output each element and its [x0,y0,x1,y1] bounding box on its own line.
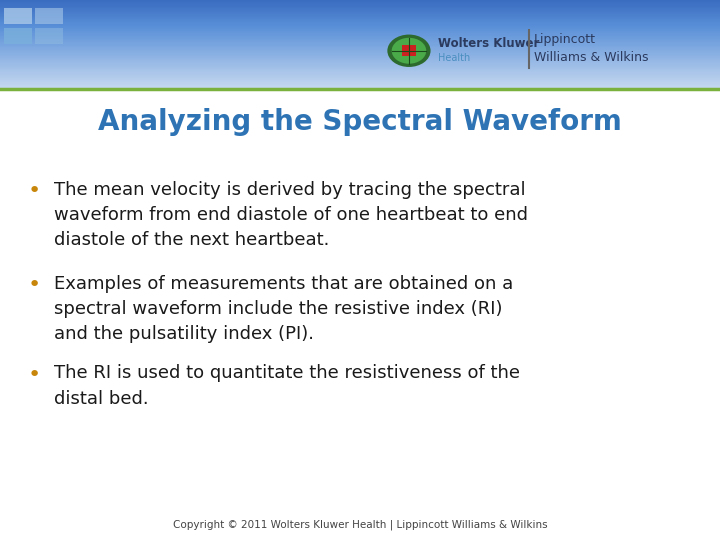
Bar [0,57,720,58]
Bar [0,16,720,17]
Bar [0,48,720,49]
Bar [0,10,720,11]
Bar [0,20,720,21]
Bar [0,43,720,45]
Bar [0,86,720,87]
Bar [35,8,63,24]
Bar [0,70,720,71]
Bar [0,56,720,57]
Text: Copyright © 2011 Wolters Kluwer Health | Lippincott Williams & Wilkins: Copyright © 2011 Wolters Kluwer Health |… [173,519,547,530]
Bar [0,23,720,24]
Bar [4,28,32,44]
Bar [0,71,720,72]
Bar [0,45,720,46]
Bar [0,31,720,32]
Bar [0,55,720,56]
Bar [0,67,720,68]
Text: •: • [27,275,40,295]
Bar [0,33,720,35]
Text: Analyzing the Spectral Waveform: Analyzing the Spectral Waveform [98,107,622,136]
Bar [0,46,720,47]
Bar [0,80,720,82]
Bar [0,8,720,9]
Bar [0,28,720,29]
Bar [0,84,720,85]
Bar [0,30,720,31]
Text: The RI is used to quantitate the resistiveness of the
distal bed.: The RI is used to quantitate the resisti… [54,364,520,408]
Text: The mean velocity is derived by tracing the spectral
waveform from end diastole : The mean velocity is derived by tracing … [54,181,528,249]
Bar [0,37,720,38]
Bar [0,77,720,78]
Bar [0,35,720,36]
Bar [0,41,720,42]
Bar [0,1,720,2]
Bar [0,76,720,77]
Bar [0,49,720,50]
Bar [0,51,720,52]
Bar [35,28,63,44]
Text: •: • [27,364,40,384]
Circle shape [392,38,426,64]
Bar [0,25,720,26]
Bar [0,66,720,67]
Text: Wolters Kluwer: Wolters Kluwer [438,37,539,50]
Bar [0,14,720,15]
Bar [0,88,720,89]
Bar [0,78,720,79]
Bar [0,12,720,14]
Text: Examples of measurements that are obtained on a
spectral waveform include the re: Examples of measurements that are obtain… [54,275,513,343]
Bar [0,4,720,5]
Text: Lippincott
Williams & Wilkins: Lippincott Williams & Wilkins [534,33,649,64]
Bar [0,36,720,37]
Bar [0,73,720,75]
Bar [0,79,720,80]
Bar [0,62,720,64]
Bar [0,68,720,69]
Bar [0,5,720,6]
Bar [0,9,720,10]
Bar [0,75,720,76]
Bar [0,11,720,12]
Bar [0,17,720,18]
Bar [0,15,720,16]
Bar [4,8,32,24]
Bar [0,19,720,20]
Bar [0,65,720,66]
Bar [0,82,720,83]
Bar [0,38,720,39]
Bar [0,60,720,61]
Bar [0,42,720,43]
Bar [0,40,720,41]
Text: •: • [27,181,40,201]
Bar [0,52,720,53]
Bar [0,53,720,55]
Bar [0,72,720,73]
Bar [0,2,720,3]
Bar [0,83,720,84]
Bar [0,85,720,86]
Bar [0,22,720,23]
Bar [0,47,720,48]
Bar [0,0,720,1]
Text: Health: Health [438,53,470,63]
Bar [0,64,720,65]
Bar [0,69,720,70]
Circle shape [387,35,431,67]
Bar [0,24,720,25]
Bar [0,61,720,62]
Bar [0,21,720,22]
Bar [0,18,720,19]
Bar [0,59,720,60]
Bar [0,6,720,8]
Bar [402,45,416,56]
Bar [0,58,720,59]
Bar [0,26,720,28]
Bar [0,87,720,88]
Bar [0,50,720,51]
Bar [0,29,720,30]
Bar [0,39,720,40]
Bar [0,32,720,33]
Bar [0,3,720,4]
